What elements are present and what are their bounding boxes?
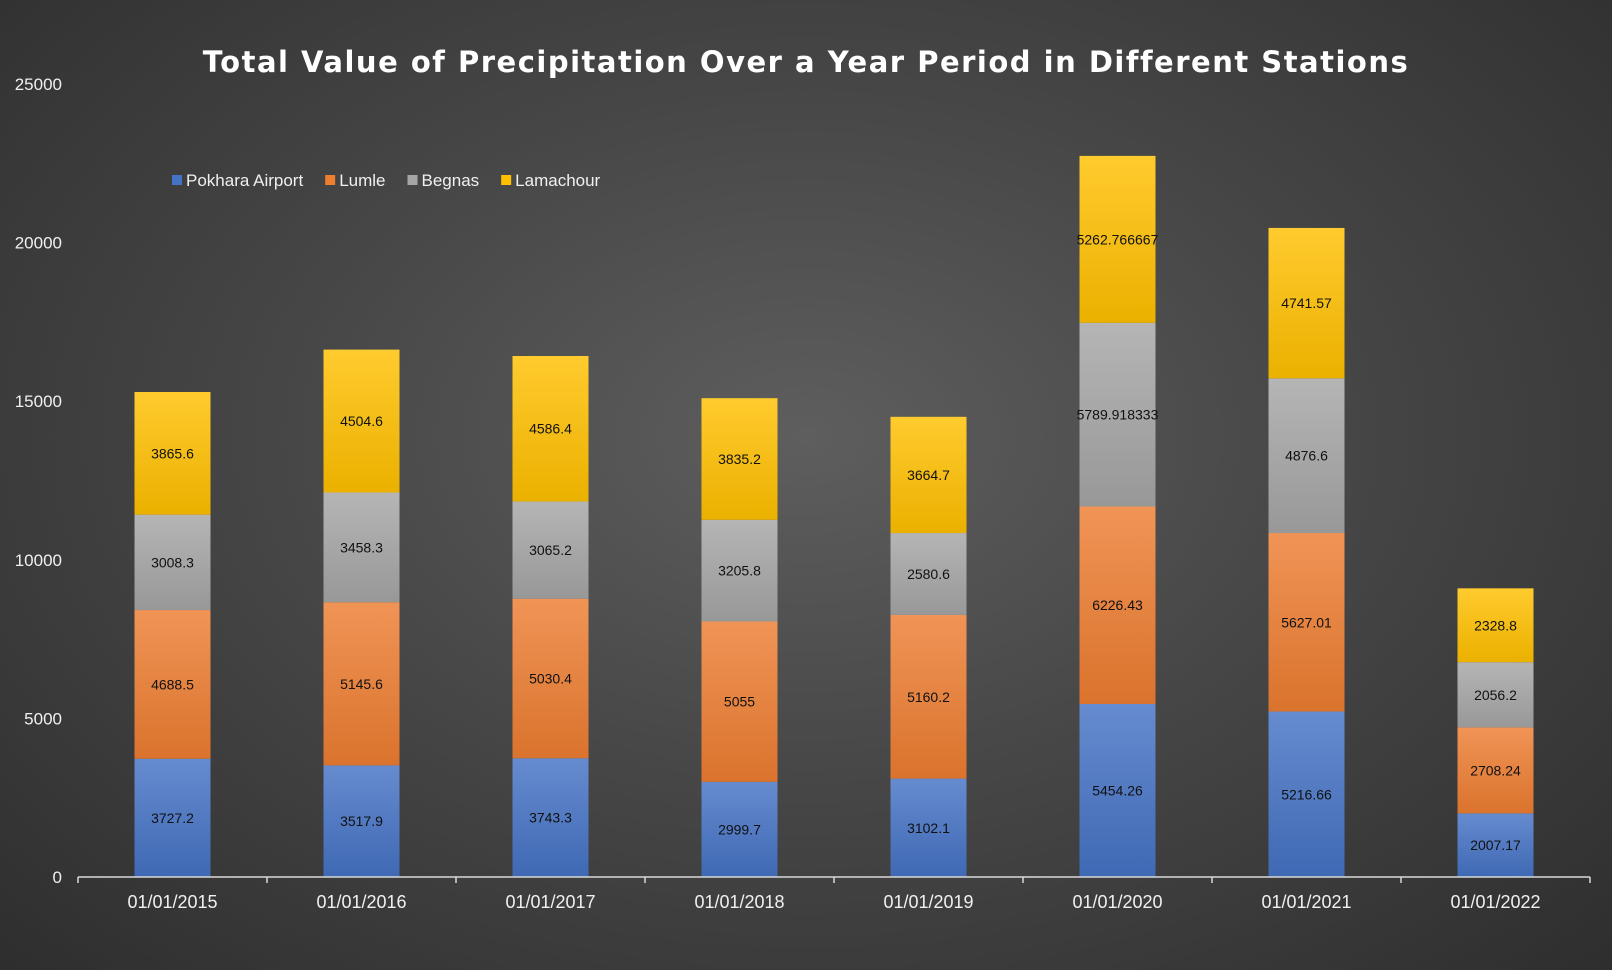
bar-begnas-01-01-2022[interactable] [1457, 662, 1534, 728]
bar-begnas-01-01-2015[interactable] [134, 514, 211, 611]
legend-item-pokhara-airport[interactable]: Pokhara Airport [172, 171, 303, 190]
bar-lumle-01-01-2015[interactable] [134, 610, 211, 759]
bar-begnas-01-01-2021[interactable] [1268, 378, 1345, 534]
legend-item-lumle[interactable]: Lumle [325, 171, 386, 190]
bar-begnas-01-01-2018[interactable] [701, 519, 778, 622]
legend-swatch [172, 175, 182, 185]
data-label-pokhara-airport-01-01-2015: 3727.2 [151, 810, 194, 826]
bar-pokhara-airport-01-01-2019[interactable] [890, 778, 967, 877]
legend-item-begnas[interactable]: Begnas [407, 171, 480, 190]
data-label-lumle-01-01-2017: 5030.4 [529, 670, 572, 686]
y-axis: 0 5000 10000 15000 20000 25000 [15, 75, 62, 887]
bar-lumle-01-01-2022[interactable] [1457, 727, 1534, 814]
bar-begnas-01-01-2019[interactable] [890, 533, 967, 615]
data-label-begnas-01-01-2021: 4876.6 [1285, 448, 1328, 464]
data-label-lumle-01-01-2020: 6226.43 [1092, 597, 1143, 613]
y-tick-label: 25000 [15, 75, 62, 94]
legend-item-lamachour[interactable]: Lamachour [501, 171, 601, 190]
data-label-lumle-01-01-2022: 2708.24 [1470, 762, 1521, 778]
data-label-lamachour-01-01-2021: 4741.57 [1281, 295, 1332, 311]
data-label-begnas-01-01-2015: 3008.3 [151, 554, 194, 570]
bars [134, 155, 1534, 877]
data-label-begnas-01-01-2019: 2580.6 [907, 566, 950, 582]
data-label-lumle-01-01-2021: 5627.01 [1281, 614, 1332, 630]
data-label-lamachour-01-01-2015: 3865.6 [151, 445, 194, 461]
bar-lamachour-01-01-2017[interactable] [512, 355, 589, 502]
data-label-begnas-01-01-2022: 2056.2 [1474, 687, 1517, 703]
data-label-lumle-01-01-2018: 5055 [724, 694, 755, 710]
bar-begnas-01-01-2020[interactable] [1079, 322, 1156, 507]
data-label-pokhara-airport-01-01-2017: 3743.3 [529, 810, 572, 826]
bar-lamachour-01-01-2020[interactable] [1079, 155, 1156, 323]
bar-pokhara-airport-01-01-2017[interactable] [512, 758, 589, 877]
legend-swatch [501, 175, 512, 185]
bar-lumle-01-01-2017[interactable] [512, 598, 589, 759]
data-label-lamachour-01-01-2018: 3835.2 [718, 451, 761, 467]
data-label-pokhara-airport-01-01-2021: 5216.66 [1281, 786, 1332, 802]
data-label-lamachour-01-01-2016: 4504.6 [340, 413, 383, 429]
bar-lamachour-01-01-2015[interactable] [134, 392, 211, 515]
data-label-begnas-01-01-2020: 5789.918333 [1077, 407, 1159, 423]
bar-lumle-01-01-2018[interactable] [701, 621, 778, 782]
data-labels: 3727.2 4688.5 3008.3 3865.6 3517.9 5145.6 3458… [151, 231, 1521, 853]
bar-pokhara-airport-01-01-2021[interactable] [1268, 711, 1345, 877]
data-label-begnas-01-01-2016: 3458.3 [340, 539, 383, 555]
data-label-begnas-01-01-2017: 3065.2 [529, 542, 572, 558]
bar-lumle-01-01-2016[interactable] [323, 602, 400, 766]
bar-lumle-01-01-2019[interactable] [890, 614, 967, 779]
bar-lumle-01-01-2021[interactable] [1268, 533, 1345, 712]
data-label-pokhara-airport-01-01-2018: 2999.7 [718, 821, 761, 837]
legend-label: Begnas [422, 171, 480, 190]
bar-lamachour-01-01-2022[interactable] [1457, 588, 1534, 663]
legend-label: Lumle [339, 171, 385, 190]
legend-label: Pokhara Airport [186, 171, 303, 190]
y-tick-label: 5000 [24, 709, 62, 728]
legend-label: Lamachour [515, 171, 600, 190]
x-category-label: 01/01/2016 [316, 892, 406, 912]
bar-pokhara-airport-01-01-2020[interactable] [1079, 703, 1156, 877]
data-label-pokhara-airport-01-01-2016: 3517.9 [340, 813, 383, 829]
bar-lumle-01-01-2020[interactable] [1079, 506, 1156, 704]
bar-pokhara-airport-01-01-2016[interactable] [323, 765, 400, 877]
data-label-pokhara-airport-01-01-2022: 2007.17 [1470, 837, 1521, 853]
bar-begnas-01-01-2016[interactable] [323, 492, 400, 603]
x-category-label: 01/01/2015 [127, 892, 217, 912]
y-tick-label: 20000 [15, 234, 62, 253]
bar-begnas-01-01-2017[interactable] [512, 501, 589, 599]
data-label-pokhara-airport-01-01-2020: 5454.26 [1092, 783, 1143, 799]
bar-lamachour-01-01-2021[interactable] [1268, 227, 1345, 379]
data-label-lumle-01-01-2019: 5160.2 [907, 689, 950, 705]
x-category-label: 01/01/2021 [1261, 892, 1351, 912]
x-category-label: 01/01/2022 [1450, 892, 1540, 912]
x-axis: 01/01/2015 01/01/2016 01/01/2017 01/01/2018… [77, 876, 1591, 912]
x-category-label: 01/01/2018 [694, 892, 784, 912]
chart-title: Total Value of Precipitation Over a Year… [203, 45, 1410, 79]
x-category-label: 01/01/2019 [883, 892, 973, 912]
data-label-pokhara-airport-01-01-2019: 3102.1 [907, 820, 950, 836]
bar-pokhara-airport-01-01-2015[interactable] [134, 758, 211, 877]
bar-pokhara-airport-01-01-2018[interactable] [701, 781, 778, 877]
data-label-lamachour-01-01-2020: 5262.766667 [1077, 231, 1159, 247]
legend-swatch [325, 175, 336, 185]
x-category-label: 01/01/2017 [505, 892, 595, 912]
data-label-begnas-01-01-2018: 3205.8 [718, 563, 761, 579]
bar-lamachour-01-01-2019[interactable] [890, 416, 967, 534]
y-tick-label: 0 [53, 868, 62, 887]
bar-lamachour-01-01-2016[interactable] [323, 349, 400, 493]
legend[interactable]: Pokhara Airport Lumle Begnas Lamachour [172, 171, 601, 190]
x-category-label: 01/01/2020 [1072, 892, 1162, 912]
bar-lamachour-01-01-2018[interactable] [701, 398, 778, 520]
data-label-lumle-01-01-2015: 4688.5 [151, 676, 194, 692]
data-label-lumle-01-01-2016: 5145.6 [340, 676, 383, 692]
data-label-lamachour-01-01-2017: 4586.4 [529, 421, 572, 437]
bar-pokhara-airport-01-01-2022[interactable] [1457, 813, 1534, 877]
data-label-lamachour-01-01-2022: 2328.8 [1474, 617, 1517, 633]
y-tick-label: 15000 [15, 392, 62, 411]
legend-swatch [407, 175, 418, 185]
y-tick-label: 10000 [15, 551, 62, 570]
data-label-lamachour-01-01-2019: 3664.7 [907, 467, 950, 483]
